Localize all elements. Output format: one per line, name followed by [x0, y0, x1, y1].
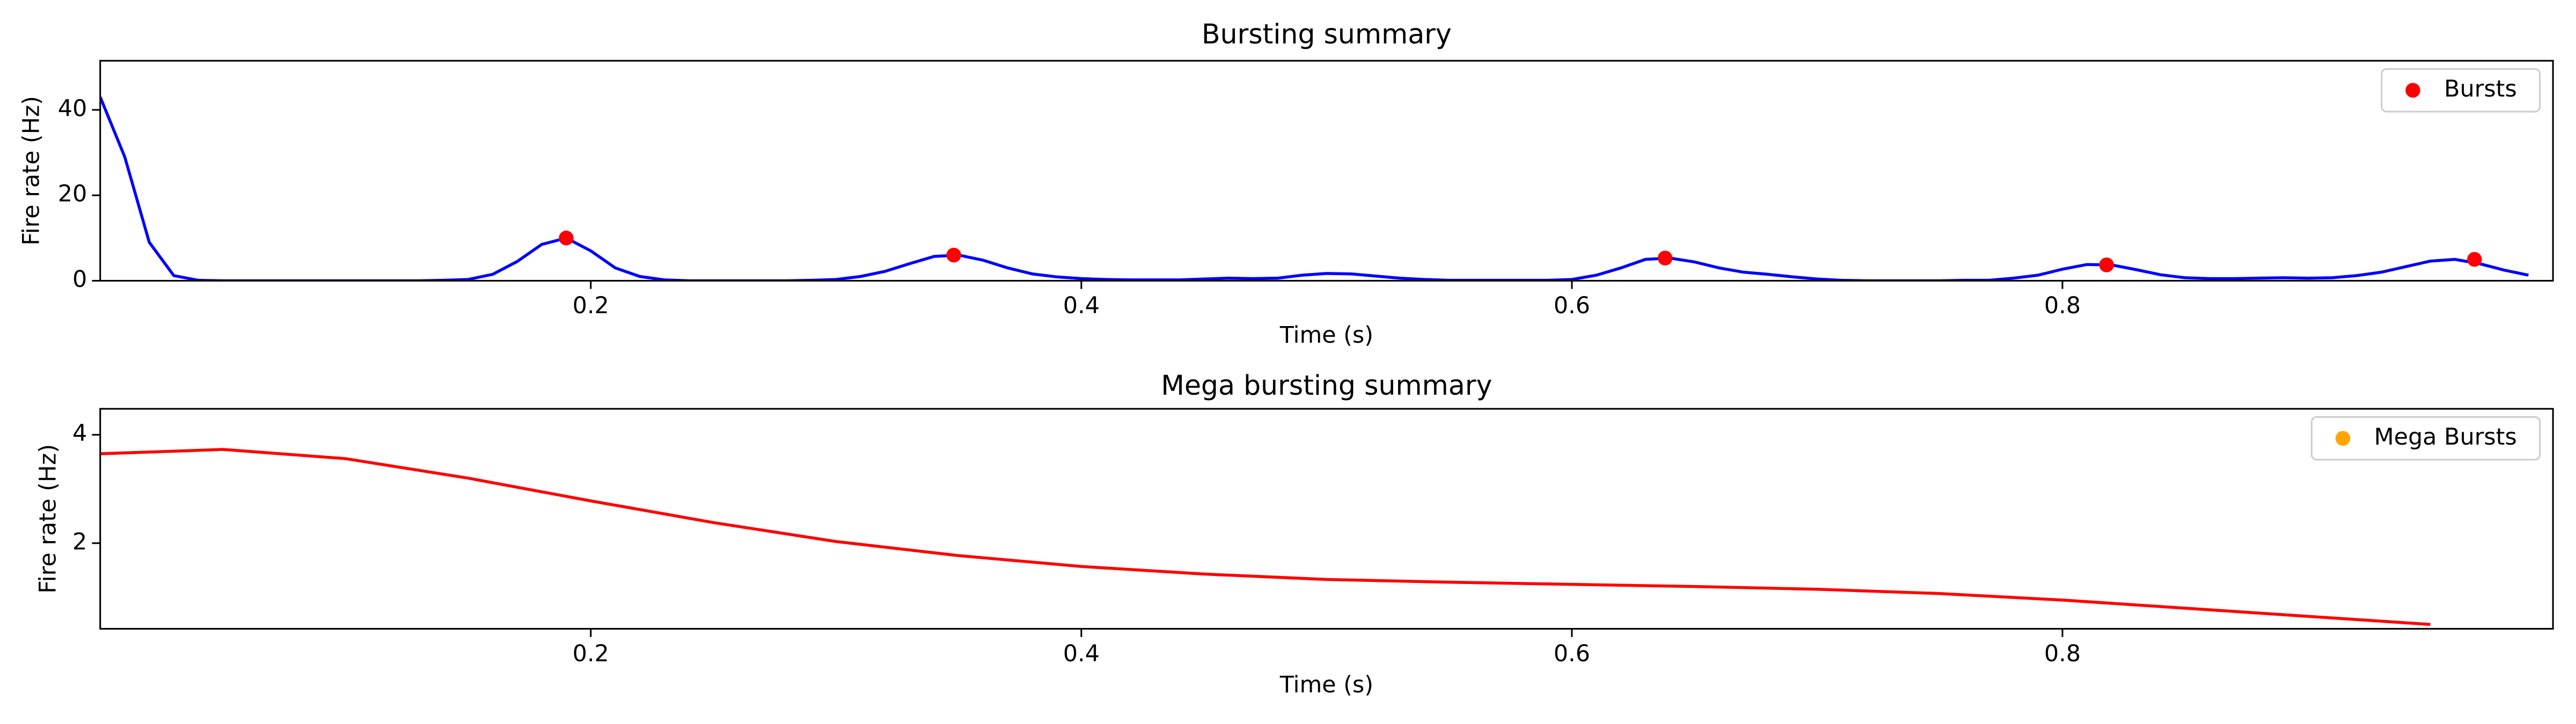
chart-title: Bursting summary — [1202, 18, 1452, 50]
x-axis-label: Time (s) — [1279, 322, 1373, 349]
y-axis-label: Fire rate (Hz) — [34, 444, 61, 594]
x-tick-label: 0.6 — [1554, 640, 1590, 667]
legend-label: Bursts — [2444, 76, 2517, 102]
legend-box — [2310, 416, 2541, 461]
y-tick-label: 40 — [58, 95, 87, 122]
axes-frame — [99, 60, 2554, 282]
x-tick-label: 0.8 — [2044, 292, 2081, 319]
y-axis-label: Fire rate (Hz) — [18, 96, 45, 246]
line — [100, 96, 2529, 281]
legend-marker — [2335, 431, 2351, 446]
x-tick-label: 0.4 — [1063, 640, 1100, 667]
subplot: Mega bursting summary Time (s) Fire rate (… — [34, 370, 2554, 698]
plot-area — [100, 96, 2529, 281]
x-axis-label: Time (s) — [1279, 671, 1373, 698]
y-tick-label: 0 — [72, 266, 87, 293]
burst-point — [1657, 250, 1673, 266]
burst-point — [559, 231, 574, 246]
x-tick-label: 0.8 — [2044, 640, 2081, 667]
legend-label: Mega Bursts — [2374, 424, 2517, 450]
legend-box — [2381, 68, 2541, 113]
y-tick-label: 4 — [72, 420, 87, 447]
chart-title: Mega bursting summary — [1161, 370, 1492, 401]
x-tick-label: 0.4 — [1063, 292, 1100, 319]
axes-frame — [99, 408, 2554, 630]
burst-point — [2467, 252, 2482, 267]
burst-point — [2099, 257, 2114, 272]
y-tick-label: 2 — [72, 528, 87, 555]
x-tick-label: 0.2 — [573, 640, 609, 667]
y-tick-label: 20 — [58, 181, 87, 208]
line — [100, 448, 2431, 626]
legend: Bursts — [2381, 68, 2541, 113]
x-tick-label: 0.2 — [573, 292, 609, 319]
legend-marker — [2405, 83, 2420, 98]
x-tick-label: 0.6 — [1554, 292, 1590, 319]
burst-point — [946, 247, 962, 263]
plot-area — [100, 448, 2431, 626]
subplot: Bursting summary Time (s) Fire rate (Hz) 0.… — [18, 18, 2554, 349]
legend: Mega Bursts — [2310, 416, 2541, 461]
